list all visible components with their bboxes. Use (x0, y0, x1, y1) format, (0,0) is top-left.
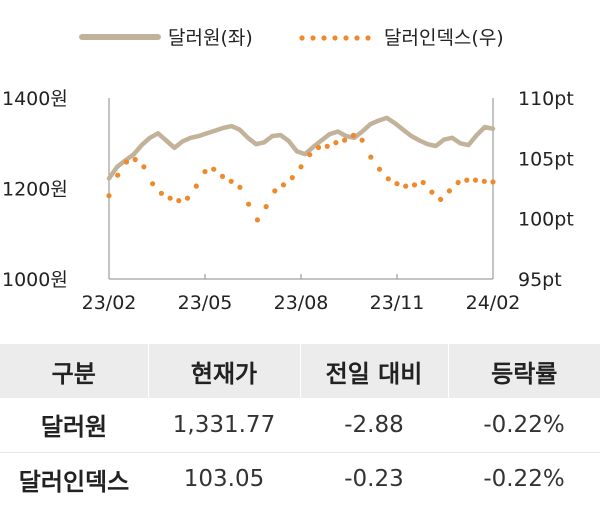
header-current-price: 현재가 (148, 344, 300, 398)
legend-swatch-dot (332, 35, 337, 40)
data-point-dollar-index (464, 178, 469, 183)
exchange-rate-chart: 1400원 1200원 1000원 110pt 105pt 100pt 95pt 23/02 2… (0, 0, 600, 340)
header-category: 구분 (0, 344, 148, 398)
row-name: 달러원 (0, 398, 148, 452)
data-point-dollar-index (176, 198, 181, 203)
legend-swatch-dot (343, 35, 348, 40)
data-point-dollar-index (438, 197, 443, 202)
x-tick-label: 23/08 (274, 292, 329, 314)
row-current-price: 103.05 (148, 452, 300, 506)
data-point-dollar-index (264, 204, 269, 209)
data-point-dollar-index (394, 181, 399, 186)
data-point-dollar-index (272, 188, 277, 193)
data-point-dollar-index (229, 179, 234, 184)
row-name: 달러인덱스 (0, 452, 148, 506)
legend-swatch-dot (365, 35, 370, 40)
data-point-dollar-index (185, 196, 190, 201)
legend-label-dollar-index: 달러인덱스(우) (384, 27, 504, 49)
x-tick-label: 23/02 (82, 292, 137, 314)
data-point-dollar-index (316, 145, 321, 150)
data-point-dollar-index (281, 182, 286, 187)
data-point-dollar-index (220, 174, 225, 179)
x-tick-label: 23/05 (178, 292, 233, 314)
data-point-dollar-index (490, 179, 495, 184)
y-right-tick-label: 100pt (518, 209, 574, 231)
data-point-dollar-index (351, 133, 356, 138)
data-point-dollar-index (447, 188, 452, 193)
legend-swatch-dot (310, 35, 315, 40)
header-change: 전일 대비 (300, 344, 448, 398)
legend-swatch-dot (354, 35, 359, 40)
table-header-row: 구분 현재가 전일 대비 등락률 (0, 344, 600, 398)
header-change-rate: 등락률 (448, 344, 600, 398)
data-point-dollar-index (386, 176, 391, 181)
data-point-dollar-index (360, 138, 365, 143)
data-point-dollar-index (482, 179, 487, 184)
row-change: -2.88 (300, 398, 448, 452)
data-point-dollar-index (325, 144, 330, 149)
data-point-dollar-index (429, 190, 434, 195)
data-point-dollar-index (194, 184, 199, 189)
data-point-dollar-index (473, 178, 478, 183)
data-point-dollar-index (421, 180, 426, 185)
legend-swatch-dot (299, 35, 304, 40)
data-point-dollar-index (246, 202, 251, 207)
data-point-dollar-index (342, 138, 347, 143)
data-point-dollar-index (106, 193, 111, 198)
data-point-dollar-index (159, 191, 164, 196)
data-point-dollar-index (124, 159, 129, 164)
x-tick-label: 24/02 (466, 292, 521, 314)
table-row: 달러인덱스 103.05 -0.23 -0.22% (0, 452, 600, 506)
data-point-dollar-index (202, 169, 207, 174)
data-point-dollar-index (133, 157, 138, 162)
row-change-rate: -0.22% (448, 452, 600, 506)
y-right-tick-label: 110pt (518, 88, 574, 110)
x-tick-label: 23/11 (370, 292, 425, 314)
y-right-tick-label: 105pt (518, 148, 574, 170)
data-point-dollar-index (141, 164, 146, 169)
data-point-dollar-index (403, 184, 408, 189)
row-change-rate: -0.22% (448, 398, 600, 452)
data-point-dollar-index (168, 196, 173, 201)
data-point-dollar-index (456, 180, 461, 185)
series-line-won-dollar (109, 118, 493, 179)
y-right-tick-label: 95pt (518, 269, 562, 291)
data-point-dollar-index (307, 152, 312, 157)
data-point-dollar-index (237, 185, 242, 190)
data-point-dollar-index (412, 182, 417, 187)
data-point-dollar-index (211, 167, 216, 172)
y-left-tick-label: 1200원 (2, 179, 68, 201)
y-left-tick-label: 1400원 (2, 88, 68, 110)
legend-label-won-dollar: 달러원(좌) (168, 27, 253, 49)
data-point-dollar-index (298, 164, 303, 169)
data-point-dollar-index (290, 175, 295, 180)
summary-table: 구분 현재가 전일 대비 등락률 달러원 1,331.77 -2.88 -0.2… (0, 344, 600, 506)
data-point-dollar-index (255, 217, 260, 222)
data-point-dollar-index (377, 167, 382, 172)
legend-swatch-dot (321, 35, 326, 40)
data-point-dollar-index (368, 155, 373, 160)
data-point-dollar-index (115, 173, 120, 178)
data-point-dollar-index (333, 140, 338, 145)
row-change: -0.23 (300, 452, 448, 506)
data-point-dollar-index (150, 181, 155, 186)
table-row: 달러원 1,331.77 -2.88 -0.22% (0, 398, 600, 452)
row-current-price: 1,331.77 (148, 398, 300, 452)
y-left-tick-label: 1000원 (2, 269, 68, 291)
